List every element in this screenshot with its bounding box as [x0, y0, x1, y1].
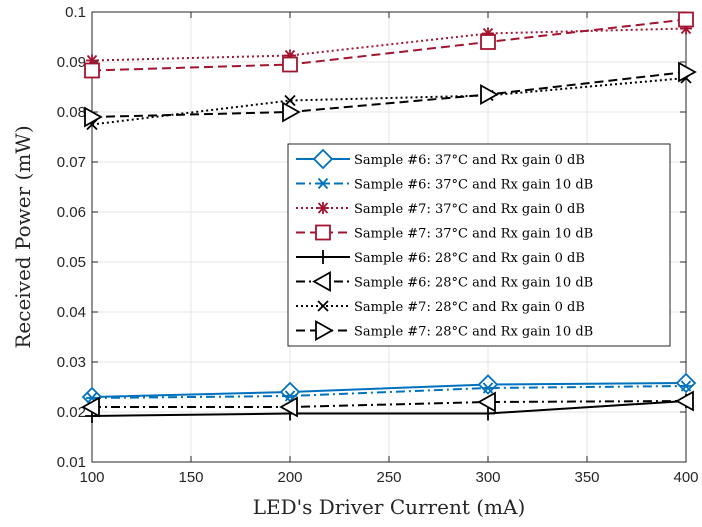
- x-tick-label: 200: [277, 469, 302, 486]
- y-tick-label: 0.05: [57, 254, 86, 271]
- legend-label: Sample #6: 37°C and Rx gain 0 dB: [354, 153, 585, 168]
- y-tick-label: 0.09: [57, 54, 86, 71]
- series-4-point: [84, 62, 100, 79]
- legend-label: Sample #6: 28°C and Rx gain 0 dB: [354, 251, 585, 266]
- series-6: [81, 390, 694, 418]
- legend-marker: [312, 270, 331, 293]
- y-tick-label: 0.08: [57, 104, 86, 121]
- x-tick-label: 100: [79, 469, 104, 486]
- series-5: [85, 394, 693, 423]
- series-5-line: [91, 400, 687, 417]
- legend-entry: Sample #7: 28°C and Rx gain 0 dB: [296, 300, 585, 315]
- series-2-point: [482, 382, 494, 394]
- series-8-point: [678, 61, 697, 83]
- series-7-line: [91, 77, 687, 126]
- series-2-line: [91, 385, 687, 399]
- series-8-point: [84, 106, 103, 128]
- x-tick-label: 350: [574, 469, 599, 486]
- legend: Sample #6: 37°C and Rx gain 0 dB Sample #…: [287, 143, 671, 347]
- legend-label: Sample #7: 28°C and Rx gain 0 dB: [354, 300, 585, 315]
- legend-entry: Sample #6: 37°C and Rx gain 0 dB: [296, 148, 585, 170]
- y-tick-label: 0.03: [57, 354, 86, 371]
- series-8: [84, 61, 697, 128]
- series-4: [84, 11, 694, 79]
- legend-box: [287, 143, 671, 347]
- legend-label: Sample #6: 28°C and Rx gain 10 dB: [354, 276, 593, 291]
- y-tick-label: 0.1: [65, 4, 86, 21]
- y-tick-label: 0.04: [57, 304, 86, 321]
- legend-entry: Sample #6: 28°C and Rx gain 10 dB: [296, 270, 593, 293]
- axis-ticks: 100 150 200 250 300 350 400 0.01 0.02 0.03 0.04 0.0…: [57, 4, 699, 486]
- series-4-point: [678, 11, 694, 28]
- legend-label: Sample #7: 28°C and Rx gain 10 dB: [354, 325, 593, 340]
- series-8-point: [282, 101, 301, 123]
- legend-entry: Sample #6: 28°C and Rx gain 0 dB: [296, 250, 585, 266]
- x-tick-label: 300: [475, 469, 500, 486]
- legend-entry: Sample #7: 37°C and Rx gain 10 dB: [296, 224, 593, 242]
- legend-entry: Sample #7: 28°C and Rx gain 10 dB: [296, 319, 593, 342]
- series-5-point: [481, 406, 495, 421]
- legend-label: Sample #6: 37°C and Rx gain 10 dB: [354, 178, 593, 193]
- legend-marker: [312, 148, 334, 170]
- series-8-point: [480, 83, 499, 106]
- legend-marker: [317, 177, 329, 190]
- y-tick-label: 0.06: [57, 204, 86, 221]
- series-2-point: [680, 380, 692, 392]
- series-6-point: [477, 391, 496, 413]
- y-tick-label: 0.01: [57, 454, 86, 471]
- x-axis-title: LED's Driver Current (mA): [253, 495, 526, 519]
- y-axis-title: Received Power (mW): [11, 125, 35, 348]
- series-8-line: [91, 71, 687, 118]
- x-tick-label: 400: [673, 469, 698, 486]
- series-1-line: [91, 382, 687, 398]
- x-tick-label: 150: [178, 469, 203, 486]
- legend-marker: [315, 319, 334, 342]
- y-tick-label: 0.02: [57, 404, 86, 421]
- legend-label: Sample #7: 37°C and Rx gain 10 dB: [354, 227, 593, 242]
- series-4-line: [91, 18, 687, 72]
- series-6-line: [92, 400, 687, 408]
- series-6-point: [675, 390, 694, 412]
- series-4-point: [282, 56, 298, 73]
- series-4-point: [480, 34, 496, 50]
- series-7-point: [284, 94, 296, 107]
- legend-marker: [317, 202, 329, 214]
- series-1-point: [477, 374, 499, 395]
- series-layer: [81, 11, 697, 423]
- y-tick-label: 0.07: [57, 154, 86, 171]
- legend-marker: [315, 224, 331, 241]
- legend-label: Sample #7: 37°C and Rx gain 0 dB: [354, 202, 585, 217]
- series-1-point: [675, 372, 697, 394]
- legend-entry: Sample #7: 37°C and Rx gain 0 dB: [296, 202, 585, 217]
- x-tick-label: 250: [376, 469, 401, 486]
- legend-entry: Sample #6: 37°C and Rx gain 10 dB: [296, 178, 593, 193]
- legend-marker: [317, 300, 329, 312]
- legend-marker: [316, 250, 330, 264]
- series-6-point: [279, 396, 298, 418]
- series-6-point: [81, 396, 100, 418]
